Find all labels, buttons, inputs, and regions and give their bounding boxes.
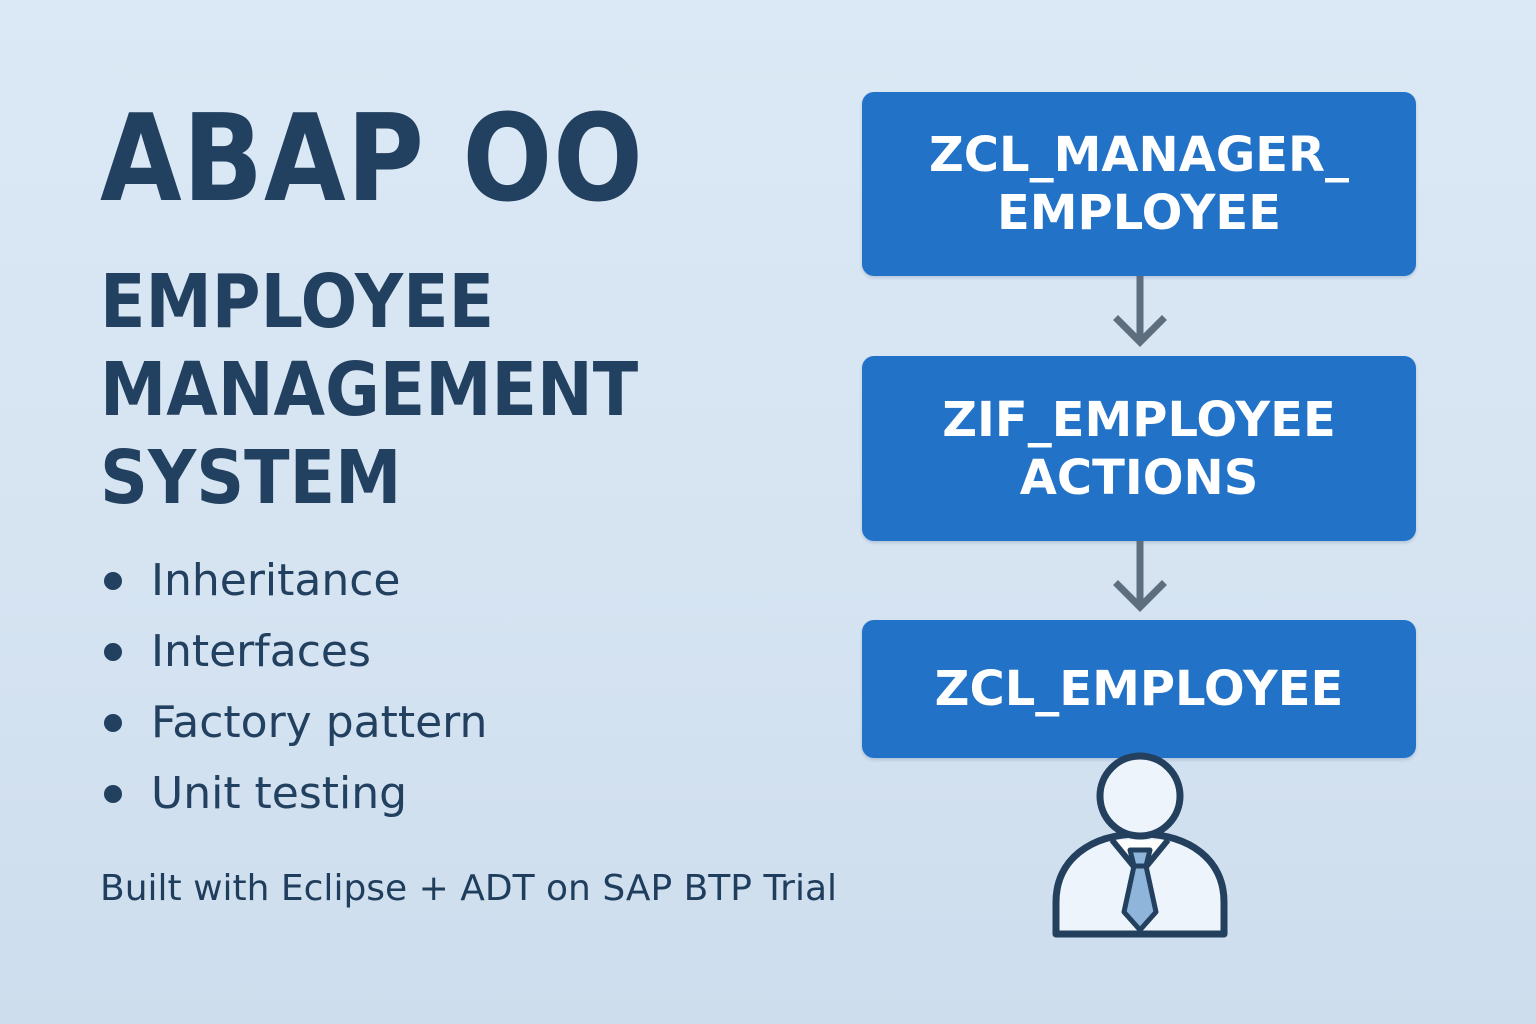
feature-label: Unit testing <box>151 768 408 819</box>
title-sub-line: EMPLOYEE <box>100 259 495 345</box>
class-box-manager-employee: ZCL_MANAGER_ EMPLOYEE <box>862 92 1416 276</box>
feature-item: Factory pattern <box>104 687 487 758</box>
bullet-icon <box>104 713 122 732</box>
box-label-line: ACTIONS <box>1019 449 1259 506</box>
arrow-down-icon <box>1113 276 1167 347</box>
bullet-icon <box>104 642 122 661</box>
box-label-line: ZCL_MANAGER_ <box>929 127 1349 183</box>
feature-label: Interfaces <box>151 626 371 677</box>
title-sub-line: SYSTEM <box>100 435 402 521</box>
feature-item: Interfaces <box>104 616 487 687</box>
feature-item: Unit testing <box>104 758 487 829</box>
title-sub: EMPLOYEE MANAGEMENT SYSTEM <box>100 258 638 522</box>
employee-avatar-icon <box>1052 752 1228 938</box>
box-label-line: EMPLOYEE <box>996 185 1282 241</box>
feature-label: Inheritance <box>151 555 401 606</box>
title-main: ABAP OO <box>100 90 644 229</box>
bullet-icon <box>104 784 122 803</box>
feature-item: Inheritance <box>104 545 487 616</box>
arrow-down-icon <box>1113 541 1167 612</box>
interface-box-employee-actions: ZIF_EMPLOYEE ACTIONS <box>862 356 1416 541</box>
footer-note: Built with Eclipse + ADT on SAP BTP Tria… <box>100 868 838 909</box>
box-label-line: ZIF_EMPLOYEE <box>942 391 1336 448</box>
bullet-icon <box>104 571 122 590</box>
feature-list: Inheritance Interfaces Factory pattern U… <box>104 545 487 829</box>
feature-label: Factory pattern <box>151 697 488 748</box>
class-box-employee: ZCL_EMPLOYEE <box>862 620 1416 758</box>
box-label-line: ZCL_EMPLOYEE <box>934 661 1344 717</box>
title-sub-line: MANAGEMENT <box>100 347 639 433</box>
